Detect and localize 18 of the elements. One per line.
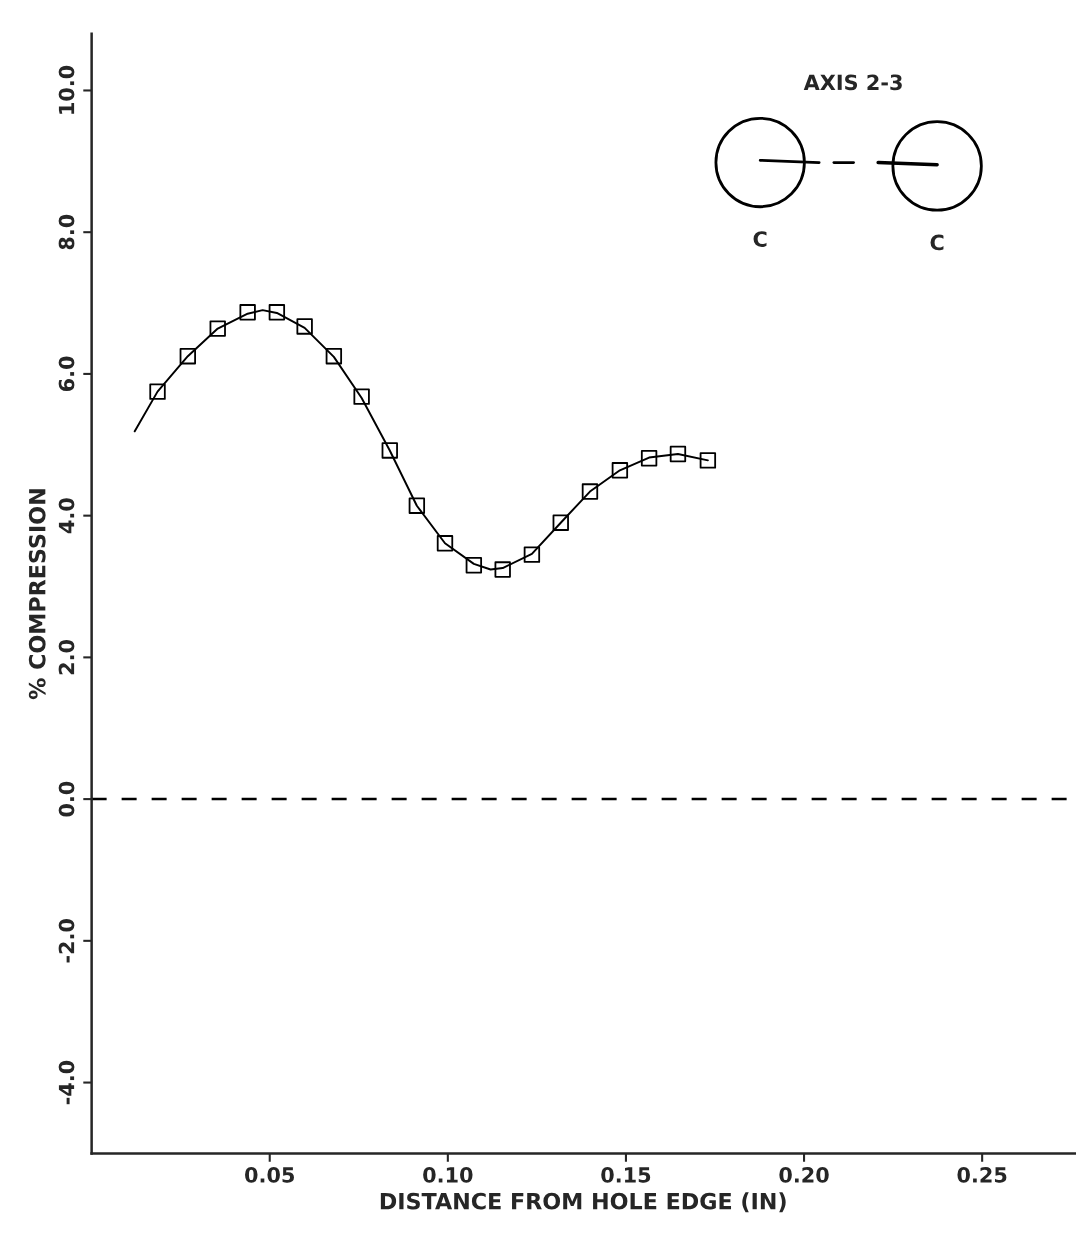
x-tick-label: 0.20 xyxy=(779,1166,829,1183)
annotation: C xyxy=(930,234,944,251)
annotation: C xyxy=(753,231,767,247)
y-tick-label: 0.0 xyxy=(58,781,75,817)
y-tick-label: -4.0 xyxy=(58,1060,75,1105)
x-tick-label: 0.15 xyxy=(601,1166,651,1183)
annotation: AXIS 2-3 xyxy=(803,74,902,91)
y-tick-label: 6.0 xyxy=(58,356,75,392)
x-tick-label: 0.05 xyxy=(245,1166,294,1183)
x-tick-label: 0.25 xyxy=(957,1166,1007,1183)
y-tick-label: -2.0 xyxy=(58,919,75,963)
y-tick-label: 4.0 xyxy=(58,498,75,534)
y-axis-title: % COMPRESSION xyxy=(28,489,46,700)
y-tick-label: 10.0 xyxy=(58,65,75,114)
y-tick-label: 8.0 xyxy=(58,214,75,250)
y-tick-label: 2.0 xyxy=(58,639,75,675)
x-tick-label: 0.10 xyxy=(423,1166,473,1183)
x-axis-title: DISTANCE FROM HOLE EDGE (IN) xyxy=(380,1192,786,1213)
